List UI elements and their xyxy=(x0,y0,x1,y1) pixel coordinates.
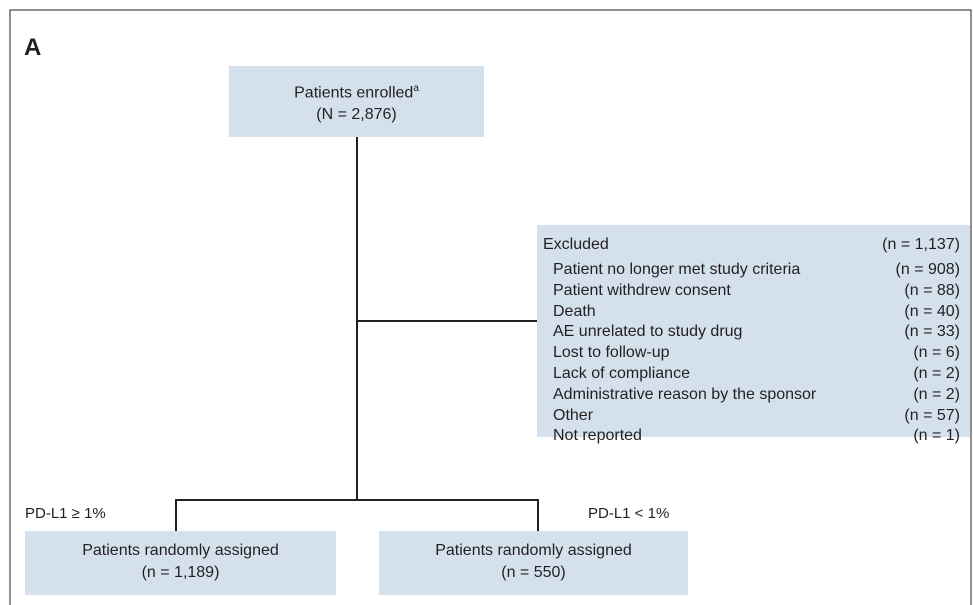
exclusion-count: (n = 33) xyxy=(904,323,960,341)
randomized-label: Patients randomly assigned xyxy=(82,542,279,559)
exclusion-row: AE unrelated to study drug (n = 33) xyxy=(537,321,970,342)
exclusion-row: Administrative reason by the sponsor (n =… xyxy=(537,384,970,405)
enrolled-box: Patients enrolleda (N = 2,876) xyxy=(229,66,484,137)
exclusion-reason: AE unrelated to study drug xyxy=(553,323,743,341)
exclusion-reason: Lack of compliance xyxy=(553,365,690,382)
exclusion-reason: Patient withdrew consent xyxy=(553,281,731,299)
exclusion-count: (n = 908) xyxy=(895,261,960,278)
excluded-count: (n = 1,137) xyxy=(882,236,960,253)
exclusion-count: (n = 57) xyxy=(904,406,960,424)
exclusion-reason: Lost to follow-up xyxy=(553,344,670,362)
randomized-count: (n = 1,189) xyxy=(141,564,220,581)
exclusion-row: Not reported (n = 1) xyxy=(537,425,970,446)
exclusion-row: Patient withdrew consent (n = 88) xyxy=(537,280,970,301)
exclusion-count: (n = 88) xyxy=(904,281,960,299)
exclusion-row: Lost to follow-up (n = 6) xyxy=(537,342,970,363)
exclusion-count: (n = 6) xyxy=(913,344,960,362)
exclusion-count: (n = 1) xyxy=(913,427,960,445)
exclusion-row: Lack of compliance (n = 2) xyxy=(537,363,970,384)
panel-label: A xyxy=(24,34,42,61)
exclusion-row: Death (n = 40) xyxy=(537,301,970,322)
randomized-box: Patients randomly assigned (n = 550) xyxy=(379,531,688,595)
exclusion-reason: Other xyxy=(553,406,594,424)
branch-label: PD-L1 ≥ 1% xyxy=(25,505,106,522)
exclusion-reason: Administrative reason by the sponsor xyxy=(553,385,817,403)
excluded-box: Excluded (n = 1,137) Patient no longer m… xyxy=(537,225,970,444)
exclusion-row: Other (n = 57) xyxy=(537,405,970,426)
exclusion-count: (n = 2) xyxy=(913,365,960,382)
randomized-label: Patients randomly assigned xyxy=(435,542,632,559)
exclusion-reason: Death xyxy=(553,302,596,320)
exclusion-reason: Patient no longer met study criteria xyxy=(553,261,801,278)
exclusion-reason: Not reported xyxy=(553,427,642,445)
exclusion-count: (n = 40) xyxy=(904,302,960,320)
enrolled-count: (N = 2,876) xyxy=(316,106,397,124)
enrolled-label: Patients enrolled xyxy=(294,84,414,102)
randomized-count: (n = 550) xyxy=(501,564,566,581)
randomized-box: Patients randomly assigned (n = 1,189) xyxy=(25,531,336,595)
frame xyxy=(9,9,972,605)
branch-label: PD-L1 < 1% xyxy=(588,505,670,522)
excluded-label: Excluded xyxy=(543,236,609,253)
exclusion-row: Patient no longer met study criteria (n =… xyxy=(537,259,970,280)
exclusion-count: (n = 2) xyxy=(913,385,960,403)
footnote-marker: a xyxy=(413,83,419,94)
